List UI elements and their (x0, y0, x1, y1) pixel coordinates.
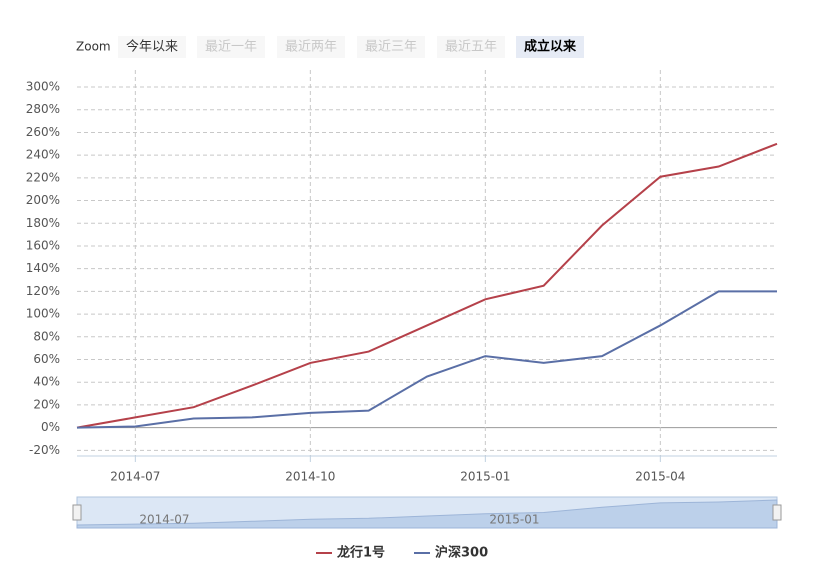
zoom-button (437, 36, 505, 58)
y-tick-label: 180% (26, 216, 60, 230)
line-series (76, 142, 778, 429)
zoom-button-label[interactable]: 今年以来 (126, 39, 178, 55)
legend-label[interactable]: 沪深300 (435, 545, 488, 561)
navigator-handle[interactable] (72, 504, 82, 521)
zoom-label: Zoom (76, 40, 111, 54)
zoom-button-label: 最近三年 (365, 40, 417, 55)
line-series (76, 290, 777, 429)
y-tick-label: 140% (26, 261, 60, 275)
y-tick-label: 100% (26, 307, 60, 321)
zoom-button-label[interactable]: 成立以来 (524, 39, 577, 55)
y-tick-label: 20% (33, 397, 60, 411)
y-tick-label: 0% (41, 420, 60, 434)
y-tick-label: 300% (26, 80, 60, 94)
y-tick-label: 40% (33, 375, 60, 389)
y-tick-label: -20% (29, 443, 60, 457)
x-tick-label: 2015-01 (460, 470, 510, 484)
zoom-button (197, 36, 265, 58)
x-tick-label: 2015-04 (635, 470, 685, 484)
x-tick-label: 2014-07 (110, 470, 160, 484)
zoom-button-label: 最近五年 (445, 40, 497, 55)
y-tick-label: 160% (26, 238, 60, 252)
navigator-label: 2014-07 (139, 513, 189, 527)
legend-label[interactable]: 龙行1号 (337, 545, 385, 561)
navigator-series (76, 499, 778, 529)
y-tick-label: 200% (26, 193, 60, 207)
y-tick-label: 60% (33, 352, 60, 366)
x-tick-label: 2014-10 (285, 470, 335, 484)
y-tick-label: 220% (26, 170, 60, 184)
zoom-button-label: 最近两年 (285, 40, 337, 55)
y-tick-label: 280% (26, 102, 60, 116)
navigator-handle[interactable] (772, 504, 782, 521)
y-tick-label: 120% (26, 284, 60, 298)
y-tick-label: 260% (26, 125, 60, 139)
navigator-label: 2015-01 (489, 513, 539, 527)
zoom-button (357, 36, 425, 58)
zoom-button[interactable] (516, 36, 584, 58)
y-tick-label: 240% (26, 148, 60, 162)
zoom-button[interactable] (118, 36, 186, 58)
y-tick-label: 80% (33, 329, 60, 343)
zoom-button-label: 最近一年 (205, 40, 257, 55)
zoom-button (277, 36, 345, 58)
